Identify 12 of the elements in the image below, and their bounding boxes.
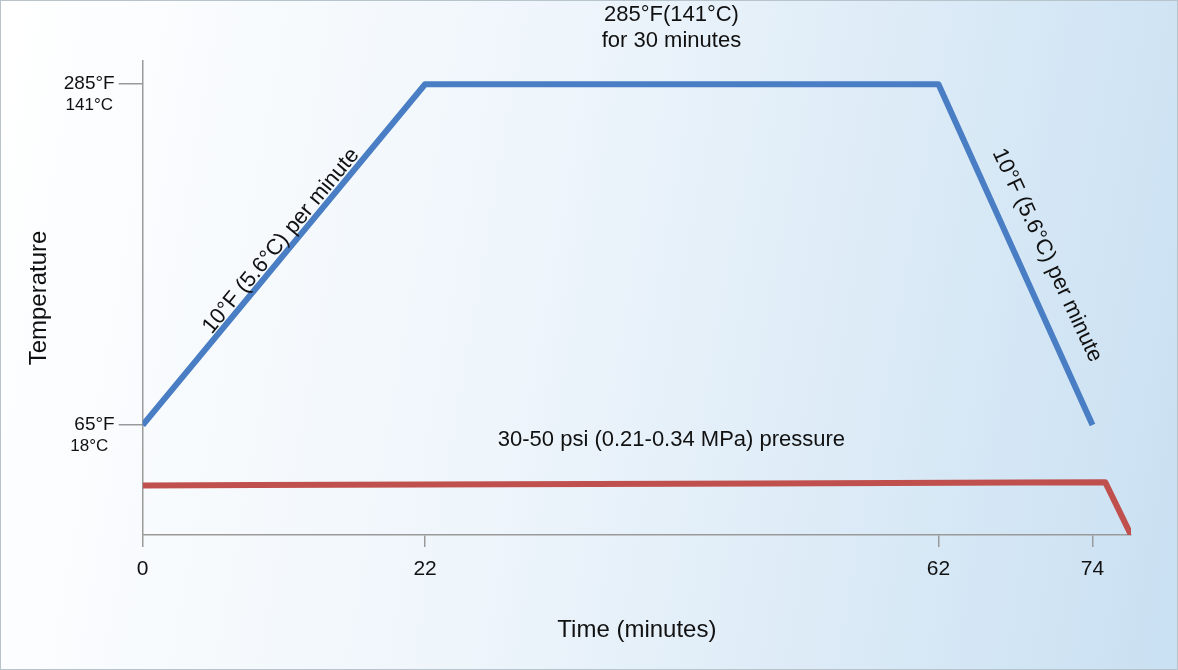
x-axis-title: Time (minutes) — [557, 615, 717, 643]
x-tick-label: 62 — [926, 556, 951, 580]
x-tick-label: 0 — [136, 556, 149, 580]
y2-tick-label: 18°C — [70, 435, 109, 455]
x-tick-label: 74 — [1080, 556, 1105, 580]
text: 285°F(141°C) for 30 minutes — [601, 0, 742, 52]
y-axis-title: Temperature — [24, 230, 52, 366]
annotation: 30-50 psi (0.21-0.34 MPa) pressure — [497, 426, 846, 452]
y2-tick-label: 141°C — [65, 95, 113, 115]
y-tick-label: 285°F — [63, 72, 115, 94]
x-tick-label: 22 — [413, 556, 437, 580]
y-tick-label: 65°F — [74, 413, 115, 435]
